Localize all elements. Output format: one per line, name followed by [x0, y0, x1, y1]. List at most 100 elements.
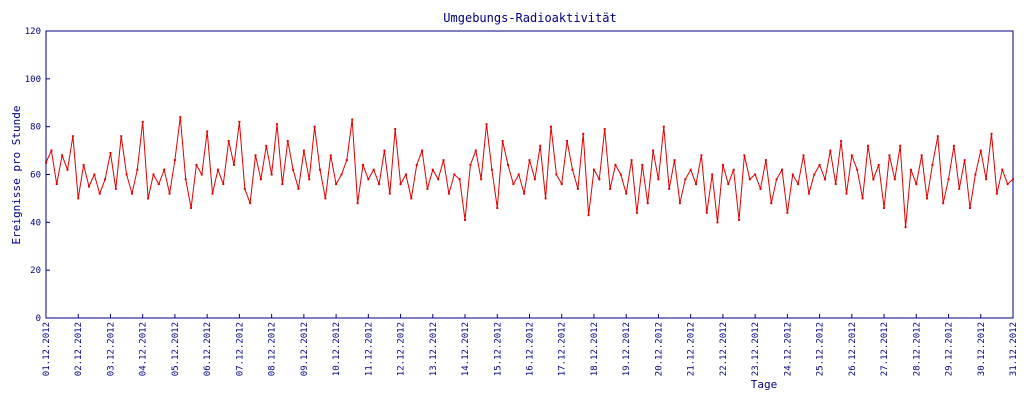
data-point	[351, 118, 354, 121]
x-tick-label: 23.12.2012	[751, 322, 761, 376]
x-tick-label: 24.12.2012	[783, 322, 793, 376]
data-point	[614, 163, 617, 166]
data-point	[947, 178, 950, 181]
data-point	[560, 183, 563, 186]
data-point	[899, 144, 902, 147]
data-point	[732, 168, 735, 171]
y-tick-label: 120	[25, 27, 41, 37]
y-tick-label: 100	[25, 75, 41, 85]
data-point	[883, 206, 886, 209]
data-point	[931, 163, 934, 166]
data-point	[926, 197, 929, 200]
x-tick-label: 21.12.2012	[687, 322, 697, 376]
data-point	[238, 120, 241, 123]
data-point	[652, 149, 655, 152]
data-point	[388, 192, 391, 195]
y-tick-label: 20	[30, 266, 41, 276]
data-point	[598, 178, 601, 181]
data-point	[469, 163, 472, 166]
x-tick-label: 31.12.2012	[1009, 322, 1019, 376]
data-point	[555, 173, 558, 176]
x-axis-label: Tage	[751, 378, 778, 391]
y-tick-label: 60	[30, 171, 41, 181]
data-point	[721, 163, 724, 166]
data-point	[684, 178, 687, 181]
data-point	[974, 173, 977, 176]
x-tick-label: 15.12.2012	[493, 322, 503, 376]
data-point	[378, 183, 381, 186]
data-point	[695, 183, 698, 186]
data-point	[834, 183, 837, 186]
data-point	[619, 173, 622, 176]
data-point	[104, 178, 107, 181]
data-point	[125, 173, 128, 176]
data-point	[286, 140, 289, 143]
x-tick-label: 13.12.2012	[429, 322, 439, 376]
x-tick-label: 14.12.2012	[461, 322, 471, 376]
data-point	[807, 192, 810, 195]
x-tick-label: 07.12.2012	[235, 322, 245, 376]
data-point	[270, 173, 273, 176]
data-point	[705, 211, 708, 214]
data-point	[952, 144, 955, 147]
data-point	[861, 197, 864, 200]
data-point	[571, 168, 574, 171]
data-point	[995, 192, 998, 195]
data-point	[791, 173, 794, 176]
data-point	[582, 132, 585, 135]
data-point	[324, 197, 327, 200]
data-point	[764, 159, 767, 162]
data-point	[55, 183, 58, 186]
data-point	[179, 116, 182, 119]
data-point	[915, 183, 918, 186]
data-point	[501, 140, 504, 143]
chart-title: Umgebungs-Radioaktivität	[443, 11, 616, 25]
data-point	[797, 183, 800, 186]
data-point	[840, 140, 843, 143]
data-point	[190, 206, 193, 209]
x-tick-label: 20.12.2012	[654, 322, 664, 376]
data-point	[1006, 183, 1009, 186]
x-tick-label: 29.12.2012	[945, 322, 955, 376]
plot-frame	[45, 30, 1014, 319]
data-point	[1001, 168, 1004, 171]
data-point	[163, 168, 166, 171]
data-point	[1012, 178, 1014, 181]
y-tick-label: 80	[30, 123, 41, 133]
data-point	[109, 151, 112, 154]
data-point	[754, 173, 757, 176]
data-point	[775, 178, 778, 181]
data-line	[45, 117, 1014, 228]
data-point	[958, 187, 961, 190]
data-point	[399, 183, 402, 186]
data-point	[609, 187, 612, 190]
data-point	[157, 183, 160, 186]
data-point	[635, 211, 638, 214]
x-tick-label: 10.12.2012	[332, 322, 342, 376]
data-point	[211, 192, 214, 195]
data-point	[404, 173, 407, 176]
x-tick-label: 30.12.2012	[977, 322, 987, 376]
x-tick-label: 12.12.2012	[397, 322, 407, 376]
x-tick-label: 09.12.2012	[300, 322, 310, 376]
data-point	[759, 187, 762, 190]
data-point	[426, 187, 429, 190]
data-point	[259, 178, 262, 181]
data-point	[61, 154, 64, 157]
data-point	[173, 159, 176, 162]
data-point	[641, 163, 644, 166]
data-point	[603, 128, 606, 131]
data-point	[281, 183, 284, 186]
data-point	[850, 154, 853, 157]
x-tick-label: 03.12.2012	[106, 322, 116, 376]
data-point	[533, 178, 536, 181]
data-point	[130, 192, 133, 195]
data-point	[630, 159, 633, 162]
data-point	[523, 192, 526, 195]
data-point	[302, 149, 305, 152]
x-tick-label: 04.12.2012	[139, 322, 149, 376]
data-point	[71, 135, 74, 138]
data-point	[963, 159, 966, 162]
data-point	[297, 187, 300, 190]
